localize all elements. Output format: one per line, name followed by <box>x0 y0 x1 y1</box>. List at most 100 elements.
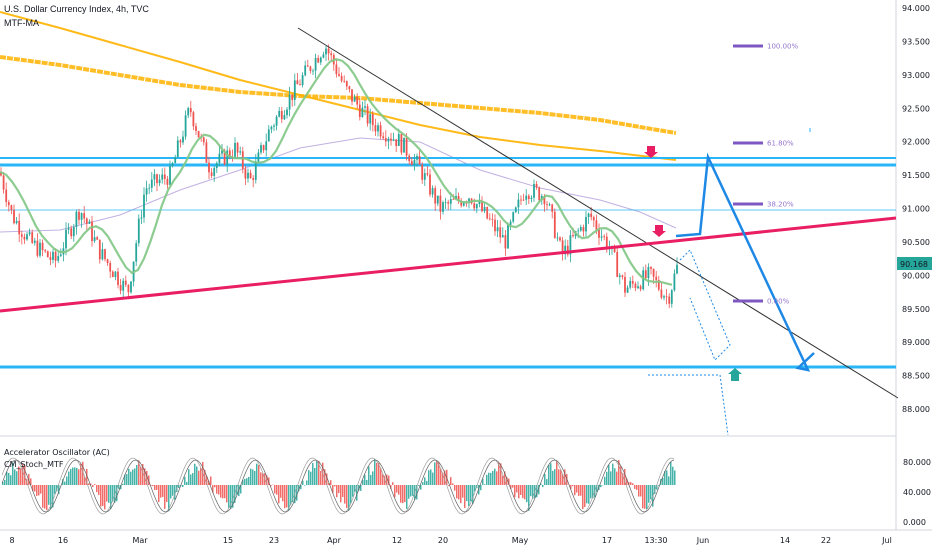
candle-body <box>676 264 678 274</box>
candle-body <box>618 275 621 277</box>
price-tick-label: 91.000 <box>902 205 930 214</box>
candle-body <box>543 195 546 205</box>
ac-bar <box>374 459 376 485</box>
candle-body <box>514 207 517 213</box>
ac-title: Accelerator Oscillator (AC) <box>4 448 110 457</box>
arrow-up-icon <box>728 368 742 381</box>
ac-bar <box>138 460 140 485</box>
ac-bar <box>398 485 400 495</box>
ac-bar <box>364 474 366 485</box>
ac-bar <box>540 483 542 485</box>
price-tick-label: 89.500 <box>902 305 930 314</box>
ac-bar <box>226 485 228 503</box>
candle-body <box>442 202 444 212</box>
price-tick-label: 94.000 <box>902 4 930 13</box>
ac-bar <box>344 485 346 504</box>
ac-bar <box>90 483 92 485</box>
candle-body <box>221 150 223 154</box>
candle-body <box>439 195 442 212</box>
candle-body <box>462 202 465 206</box>
ac-bar <box>522 485 524 499</box>
ac-bar <box>458 485 460 500</box>
candle-body <box>52 251 54 260</box>
ac-bar <box>152 485 154 487</box>
ac-bar <box>426 481 428 485</box>
ac-bar <box>588 485 590 504</box>
candle-body <box>15 220 18 224</box>
candle-body <box>78 211 80 220</box>
ac-bar <box>296 485 298 501</box>
candle-body <box>288 94 291 110</box>
ac-bar <box>472 485 474 504</box>
fib-level-label: 61.80% <box>767 140 794 148</box>
ac-bar <box>558 469 560 485</box>
ac-bar <box>156 485 158 490</box>
candle-body <box>208 162 210 173</box>
candle-body <box>556 237 559 239</box>
candle-body <box>410 161 413 166</box>
ac-bar <box>194 463 196 485</box>
candle-body <box>530 197 533 200</box>
candle-body <box>434 188 437 204</box>
ac-bar <box>68 471 70 485</box>
dotted-projection-1 <box>679 249 731 361</box>
candle-body <box>49 257 52 260</box>
candle-body <box>124 280 127 285</box>
ac-bar <box>368 466 370 485</box>
ac-bar <box>24 465 26 485</box>
candle-body <box>665 296 668 298</box>
candle-body <box>429 174 431 195</box>
last-price-badge: 90.168 <box>897 257 932 270</box>
candle-body <box>509 221 512 225</box>
ac-bar <box>448 485 450 486</box>
ac-bar <box>224 485 226 499</box>
candle-body <box>314 57 317 71</box>
ac-bar <box>278 485 280 504</box>
candle-body <box>192 112 195 127</box>
ac-bar <box>340 485 342 503</box>
candle-body <box>104 249 106 260</box>
ac-bar <box>8 472 10 485</box>
candle-body <box>96 237 99 240</box>
ac-bar <box>230 485 232 509</box>
candle-body <box>286 109 288 116</box>
ac-bar <box>516 485 518 493</box>
time-tick-label: 23 <box>269 536 279 545</box>
candle-body <box>187 108 190 116</box>
candle-body <box>228 150 231 157</box>
candle-body <box>23 236 26 240</box>
candle-body <box>356 96 359 105</box>
ac-bar <box>644 485 646 509</box>
price-tick-label: 90.000 <box>902 271 930 280</box>
ac-bar <box>406 485 408 509</box>
ac-bar <box>610 471 612 485</box>
ac-bar <box>358 485 360 491</box>
candle-body <box>395 139 398 146</box>
ac-bar <box>400 485 402 503</box>
candle-body <box>426 173 429 175</box>
ac-bar <box>452 483 454 485</box>
candle-body <box>223 150 226 165</box>
candle-body <box>512 212 515 222</box>
ac-bar <box>392 482 394 485</box>
ac-bar <box>44 485 46 509</box>
candle-body <box>148 187 151 189</box>
candle-body <box>0 171 2 176</box>
candle-body <box>447 202 450 204</box>
ac-bar <box>130 471 132 485</box>
time-tick-label: May <box>512 536 529 545</box>
candle-body <box>265 141 268 151</box>
ac-bar <box>42 485 44 508</box>
ac-bar <box>270 485 272 487</box>
candle-body <box>413 159 416 166</box>
ac-bar <box>388 475 390 485</box>
candle-body <box>91 221 93 242</box>
price-tick-label: 88.500 <box>902 372 930 381</box>
ac-bar <box>304 485 306 486</box>
ac-bar <box>104 485 106 510</box>
candle-body <box>535 183 538 188</box>
ac-bar <box>508 478 510 485</box>
ac-bar <box>504 471 506 485</box>
candle-body <box>358 104 361 118</box>
